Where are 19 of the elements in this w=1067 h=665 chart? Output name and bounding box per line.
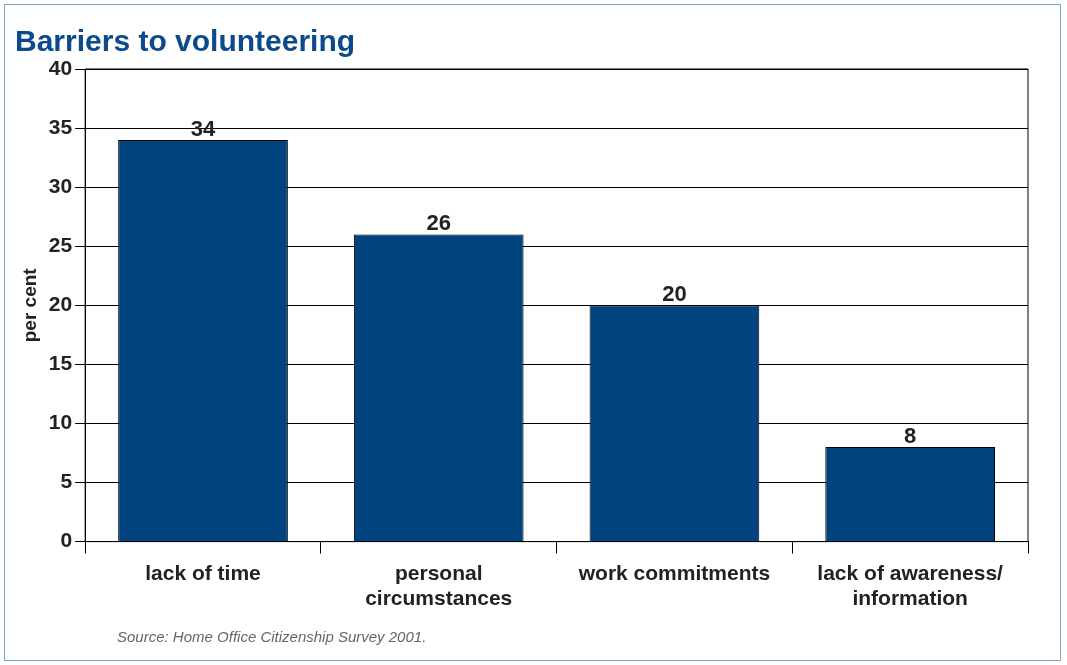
y-tick-label: 5 xyxy=(60,469,73,493)
y-tick-label: 40 xyxy=(48,55,73,79)
y-tick-label: 30 xyxy=(48,173,73,197)
x-tick-label: personal circumstances xyxy=(365,561,513,610)
y-tick-label: 20 xyxy=(48,292,73,316)
x-tick-label: lack of time xyxy=(145,561,261,584)
x-tick-label: lack of awareness/ information xyxy=(817,561,1004,610)
y-tick-label: 15 xyxy=(48,351,73,375)
y-tick-label: 10 xyxy=(48,410,73,434)
source-note: Source: Home Office Citizenship Survey 2001. xyxy=(117,628,427,645)
y-tick-label: 35 xyxy=(48,114,73,138)
y-axis-title: per cent xyxy=(18,267,40,343)
y-tick-label: 0 xyxy=(60,528,73,552)
x-tick-label: work commitments xyxy=(577,561,771,584)
chart-title: Barriers to volunteering xyxy=(15,24,356,58)
y-tick-label: 25 xyxy=(48,233,73,257)
data-label: 20 xyxy=(662,281,687,307)
data-label: 8 xyxy=(904,423,917,449)
data-label: 26 xyxy=(426,210,451,236)
